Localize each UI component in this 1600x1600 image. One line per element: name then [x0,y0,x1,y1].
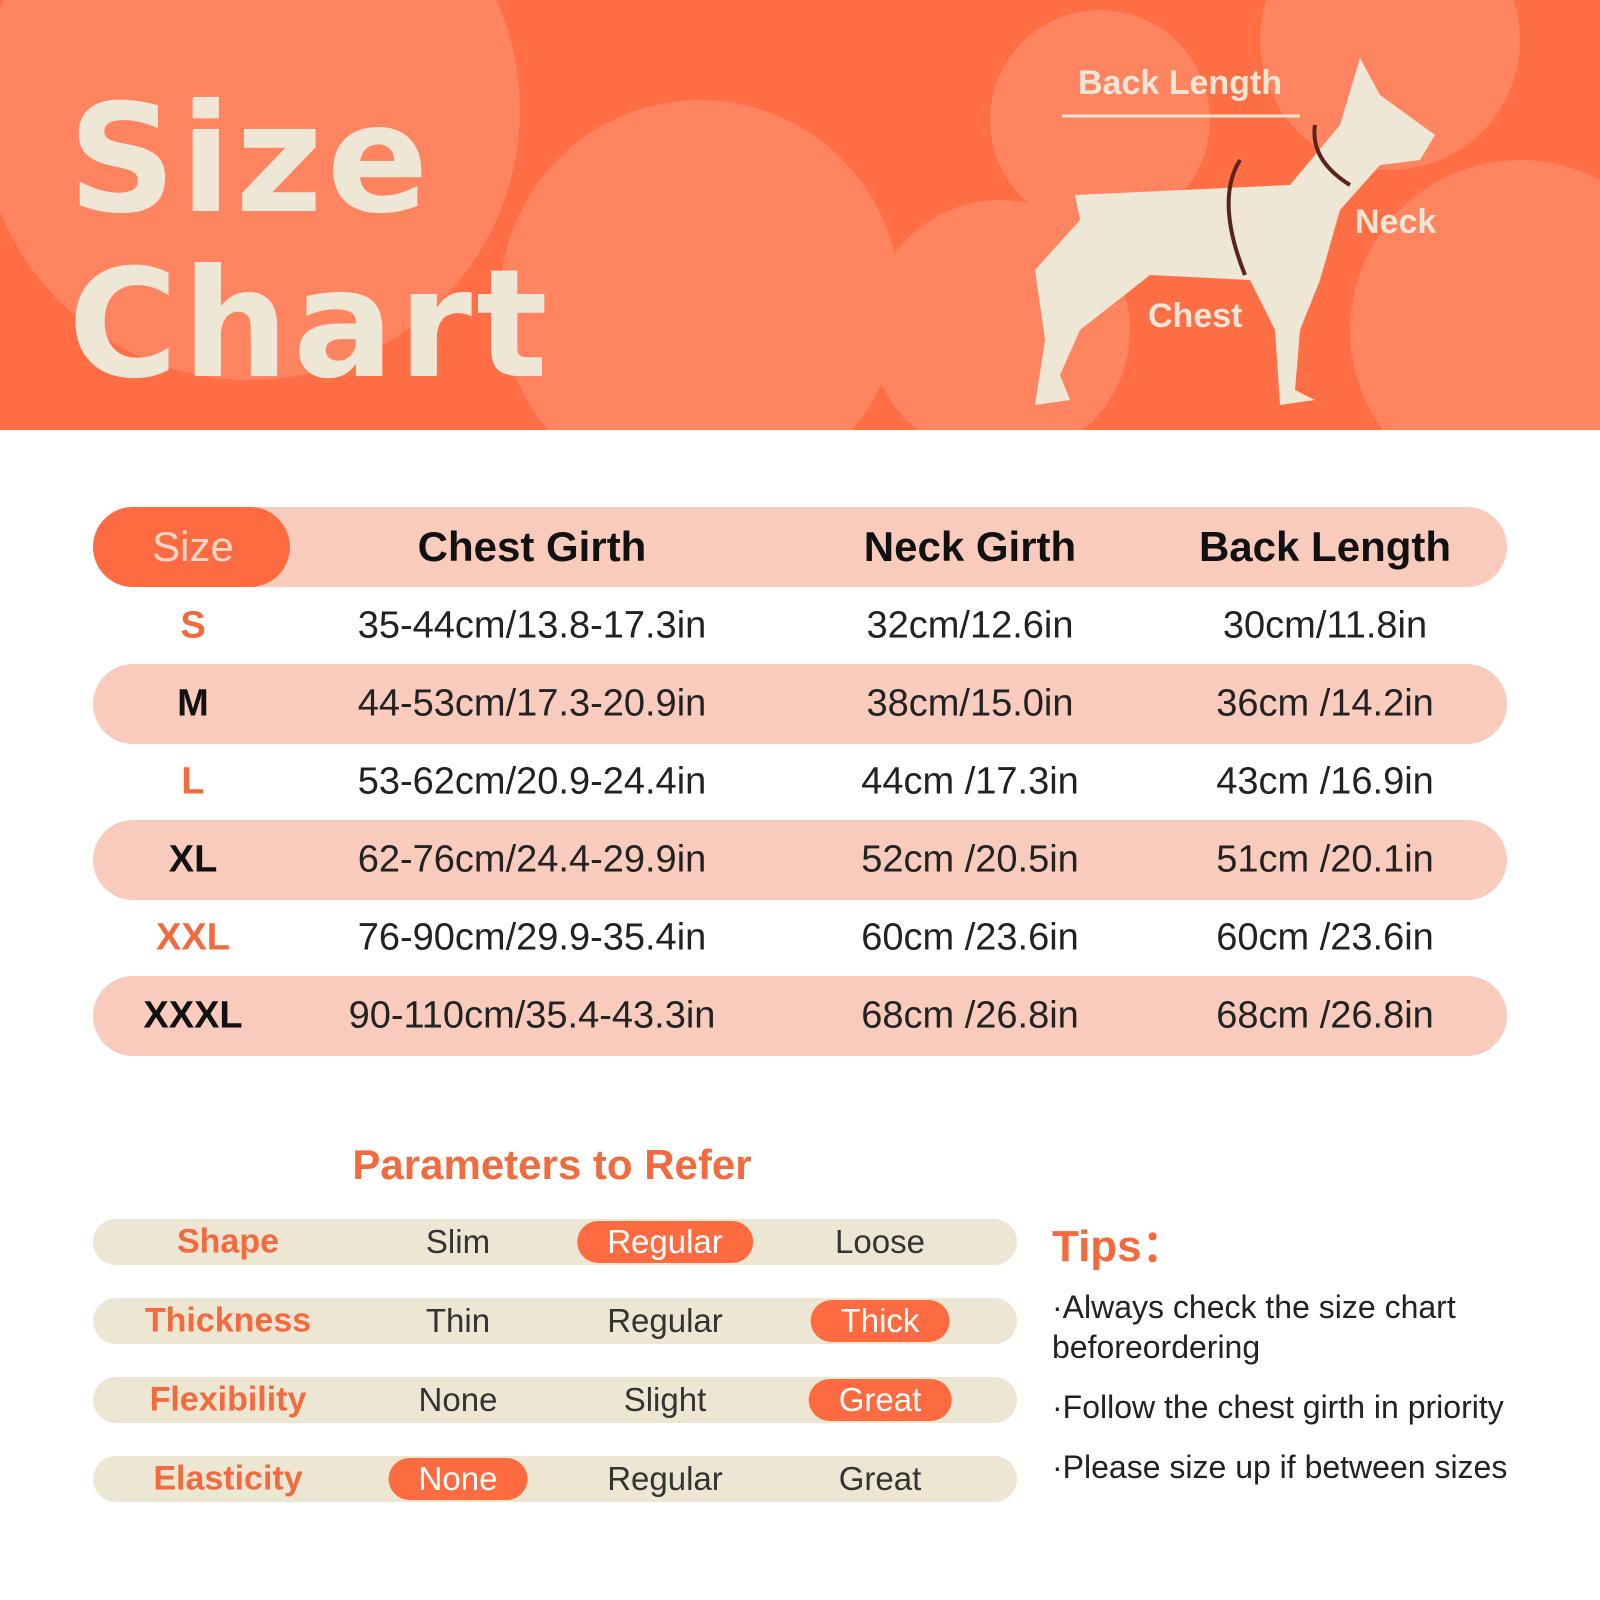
measure-cell: 51cm /20.1in [1216,838,1434,881]
header-row [93,507,1507,587]
measure-cell: 60cm /23.6in [861,916,1079,959]
size-cell: L [181,760,205,803]
size-cell: XXXL [143,994,243,1037]
measure-cell: 60cm /23.6in [1216,916,1434,959]
size-cell: XXL [156,916,230,959]
title-line: Chart [68,238,552,412]
measure-cell: 38cm/15.0in [866,682,1074,725]
measure-cell: 35-44cm/13.8-17.3in [357,604,707,647]
measure-cell: 32cm/12.6in [866,604,1074,647]
parameter-option: Loose [835,1223,925,1260]
parameter-option: Regular [577,1221,753,1263]
parameter-option: Great [808,1379,952,1421]
size-cell: M [177,682,209,725]
dog-label: Chest [1148,297,1243,335]
parameter-label: Thickness [144,1301,312,1340]
parameter-option: Great [838,1460,922,1497]
measure-cell: 68cm /26.8in [1216,994,1434,1037]
tip-item: ·Please size up if between sizes [1052,1449,1508,1485]
column-header: Size [152,523,234,570]
parameter-option: Thin [425,1302,491,1339]
tip-item: ·Always check the size chart beforeorder… [1052,1289,1456,1365]
parameter-option: Slim [425,1223,491,1260]
parameter-row [93,1456,1017,1502]
tips-title: Tips： [1052,1222,1186,1271]
column-header: Chest Girth [417,523,647,570]
row-background [93,976,1507,1056]
measure-cell: 68cm /26.8in [861,994,1079,1037]
measure-cell: 36cm /14.2in [1216,682,1434,725]
size-header-pill [93,507,290,587]
tip-item: ·Follow the chest girth in priority [1052,1389,1504,1425]
parameter-option: Slight [623,1381,707,1418]
parameter-option: Regular [607,1302,723,1339]
column-header: Neck Girth [863,523,1077,570]
dog-label: Neck [1355,203,1437,241]
row-background [93,820,1507,900]
parameter-option: None [418,1381,498,1418]
column-header: Back Length [1198,523,1452,570]
size-cell: S [180,604,206,647]
measure-cell: 90-110cm/35.4-43.3in [348,994,716,1037]
parameter-option: Regular [607,1460,723,1497]
measure-cell: 76-90cm/29.9-35.4in [357,916,707,959]
parameter-label: Elasticity [153,1459,303,1498]
measure-cell: 44-53cm/17.3-20.9in [357,682,707,725]
parameter-option: None [388,1458,528,1500]
measure-cell: 30cm/11.8in [1222,604,1428,647]
measure-cell: 43cm /16.9in [1216,760,1434,803]
parameter-label: Shape [176,1222,280,1261]
measure-cell: 62-76cm/24.4-29.9in [357,838,707,881]
row-background [93,664,1507,744]
size-cell: XL [168,838,218,881]
measure-cell: 53-62cm/20.9-24.4in [357,760,707,803]
measure-cell: 52cm /20.5in [861,838,1079,881]
parameters-title: Parameters to Refer [352,1141,752,1188]
parameter-option: Thick [810,1300,950,1342]
title-line: Size [68,73,433,247]
measure-cell: 44cm /17.3in [861,760,1079,803]
dog-label: Back Length [1078,64,1283,102]
parameter-label: Flexibility [149,1380,307,1419]
header-background [0,0,1600,430]
parameter-row [93,1219,1017,1265]
